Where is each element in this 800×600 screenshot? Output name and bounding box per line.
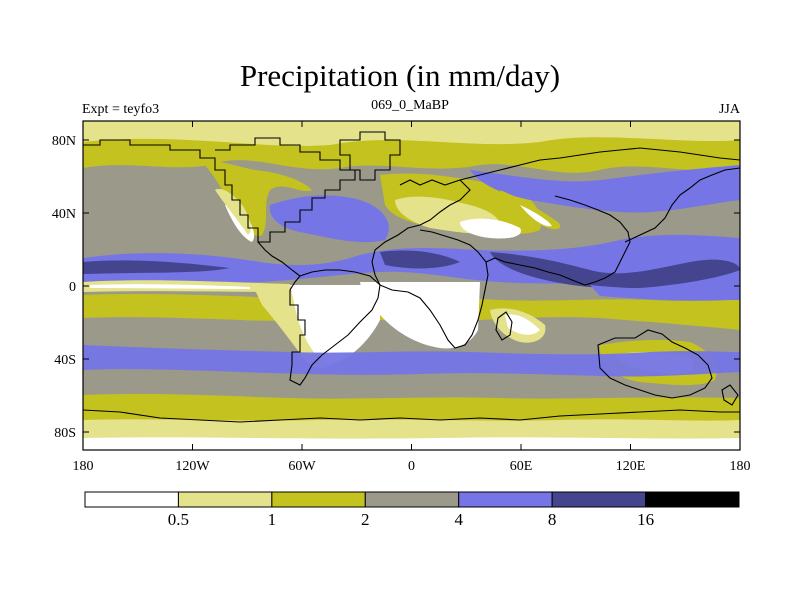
- precipitation-field: [83, 121, 740, 450]
- coast-new-zealand: [721, 384, 739, 406]
- experiment-label: Expt = teyfo3: [82, 102, 160, 117]
- colorbar-labels: 0.5 1 2 4 8 16: [168, 510, 654, 529]
- colorbar-swatch: [645, 491, 740, 508]
- zone-white-antarctic: [83, 437, 740, 450]
- lon-tick-marks: [82, 121, 741, 450]
- zone-darkblue-africa: [380, 250, 460, 269]
- zone-darkblue-epac: [83, 260, 230, 274]
- zone-white-sa: [290, 285, 380, 365]
- lat-tick-label: 80S: [54, 426, 76, 441]
- coast-madagascar: [495, 311, 513, 341]
- coast-australia: [597, 329, 713, 399]
- time-label: 069_0_MaBP: [371, 98, 449, 113]
- lon-tick-label: 120W: [175, 459, 210, 474]
- colorbar-label: 8: [548, 510, 557, 529]
- lat-tick-label: 40N: [52, 207, 76, 222]
- coast-central-america: [257, 241, 301, 277]
- zone-white-eq-strip: [90, 284, 250, 289]
- colorbar-swatch: [551, 491, 647, 508]
- colorbar-swatch: [458, 491, 553, 508]
- colorbar-label: 0.5: [168, 510, 189, 529]
- colorbar-label: 2: [361, 510, 370, 529]
- colorbar-swatch: [364, 491, 460, 508]
- colorbar: [84, 491, 740, 508]
- lon-tick-label: 60W: [288, 459, 316, 474]
- zone-blue-wpac: [590, 285, 740, 301]
- lat-tick-label: 0: [69, 280, 76, 295]
- colorbar-label: 16: [637, 510, 654, 529]
- coast-north-america: [83, 137, 356, 243]
- lon-tick-label: 60E: [510, 459, 533, 474]
- colorbar-swatch: [84, 491, 179, 508]
- lon-tick-label: 0: [408, 459, 415, 474]
- zone-blue-asia: [470, 165, 740, 213]
- zone-white-central-asia: [520, 205, 552, 227]
- coast-east-asia: [624, 167, 740, 243]
- coast-eurasia-north: [459, 147, 740, 181]
- zone-white-africa: [360, 282, 480, 349]
- lon-tick-label: 180: [730, 459, 751, 474]
- coast-antarctica: [83, 409, 740, 423]
- lon-tick-label: 120E: [616, 459, 646, 474]
- zone-pale-na: [215, 188, 251, 235]
- lat-tick-label: 40S: [54, 353, 76, 368]
- coastlines: [83, 131, 740, 423]
- lat-tick-marks: [83, 139, 740, 433]
- coast-south-asia: [485, 195, 631, 286]
- colorbar-label: 4: [454, 510, 463, 529]
- coast-africa: [371, 179, 489, 349]
- zone-olive-na: [200, 160, 312, 237]
- season-label: JJA: [718, 102, 740, 117]
- zone-pale-north: [83, 121, 740, 146]
- zone-white-south-africa: [505, 314, 540, 335]
- colorbar-label: 1: [268, 510, 277, 529]
- zone-white-sahara: [460, 218, 521, 239]
- coast-greenland: [339, 131, 401, 181]
- lon-tick-label: 180: [73, 459, 94, 474]
- page-title: Precipitation (in mm/day): [239, 58, 561, 93]
- zone-blue-southern-ocean: [83, 345, 740, 377]
- zone-blue-natl: [269, 195, 389, 243]
- colorbar-swatch: [177, 491, 273, 508]
- lat-tick-label: 80N: [52, 134, 76, 149]
- colorbar-swatch: [271, 491, 366, 508]
- zone-darkblue-monsoon: [490, 252, 740, 289]
- coast-south-america: [289, 269, 381, 386]
